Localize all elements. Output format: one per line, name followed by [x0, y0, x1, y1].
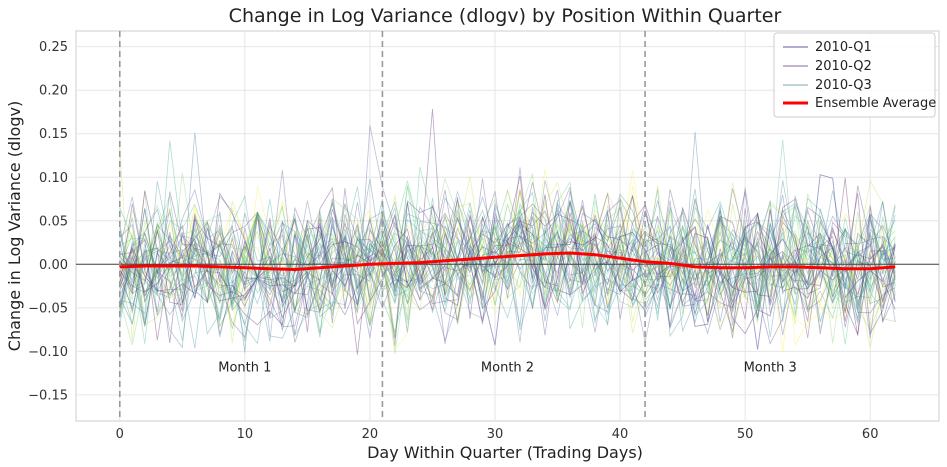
background-series-line — [119, 108, 896, 343]
legend-frame — [773, 32, 936, 118]
series-line-2010-q3 — [119, 195, 896, 333]
legend-label-2010-q3: 2010-Q3 — [815, 78, 872, 93]
background-series-line — [119, 199, 896, 342]
background-series-line — [119, 175, 896, 333]
legend-label-2010-q1: 2010-Q1 — [815, 40, 872, 55]
background-series-line — [119, 140, 896, 334]
background-series-line — [119, 170, 896, 353]
background-series-line — [119, 167, 896, 339]
legend-label-ensemble-average: Ensemble Average — [815, 96, 936, 111]
y-tick-label: 0.05 — [39, 214, 68, 229]
y-tick-label: 0.15 — [39, 127, 68, 142]
month-label: Month 3 — [744, 360, 797, 375]
background-series-line — [119, 180, 896, 338]
background-series-line — [119, 132, 896, 333]
reference-lines — [76, 31, 939, 421]
x-tick-label: 40 — [612, 427, 629, 442]
background-series-line — [119, 169, 896, 347]
background-series-line — [119, 167, 896, 337]
chart-title: Change in Log Variance (dlogv) by Positi… — [229, 5, 782, 27]
month-label: Month 2 — [481, 360, 534, 375]
background-series-line — [119, 202, 896, 336]
background-series-line — [119, 173, 896, 344]
x-tick-label: 0 — [116, 427, 124, 442]
background-series-line — [119, 197, 896, 341]
y-tick-label: 0.10 — [39, 171, 68, 186]
background-series-line — [119, 186, 896, 341]
y-tick-label: 0.20 — [39, 84, 68, 99]
background-series-line — [119, 195, 896, 315]
background-series-line — [119, 190, 896, 349]
x-axis-title: Day Within Quarter (Trading Days) — [367, 443, 643, 462]
tick-labels: 0 10 20 30 40 50 60 −0.15 −0.10 −0.05 0.00 0.05 0.10… — [28, 40, 878, 442]
background-series-line — [119, 131, 896, 343]
y-tick-label: −0.10 — [28, 345, 68, 360]
background-series-line — [119, 189, 896, 338]
legend-label-2010-q2: 2010-Q2 — [815, 59, 872, 74]
background-series-line — [119, 180, 896, 345]
x-tick-label: 60 — [862, 427, 879, 442]
y-axis-title: Change in Log Variance (dlogv) — [5, 101, 24, 351]
background-series-line — [119, 190, 896, 336]
month-labels: Month 1 Month 2 Month 3 — [218, 360, 796, 375]
background-series-line — [119, 186, 896, 345]
series-line-2010-q1 — [119, 174, 896, 350]
legend: 2010-Q1 2010-Q2 2010-Q3 Ensemble Average — [773, 32, 936, 118]
x-tick-label: 20 — [362, 427, 379, 442]
background-series-line — [119, 125, 896, 343]
background-series-line — [119, 184, 896, 318]
y-tick-label: −0.05 — [28, 301, 68, 316]
x-tick-label: 50 — [737, 427, 754, 442]
month-label: Month 1 — [218, 360, 271, 375]
ensemble-average-line — [119, 251, 896, 271]
y-tick-label: −0.15 — [28, 388, 68, 403]
background-series-line — [119, 178, 896, 343]
x-tick-label: 10 — [237, 427, 254, 442]
background-series-line — [119, 206, 896, 355]
ensemble-average-layer — [119, 251, 896, 271]
y-tick-label: 0.00 — [39, 258, 68, 273]
series-line-2010-q2 — [119, 194, 896, 335]
background-series-line — [119, 187, 896, 339]
series-lines — [119, 174, 896, 350]
x-tick-label: 30 — [487, 427, 504, 442]
y-tick-label: 0.25 — [39, 40, 68, 55]
